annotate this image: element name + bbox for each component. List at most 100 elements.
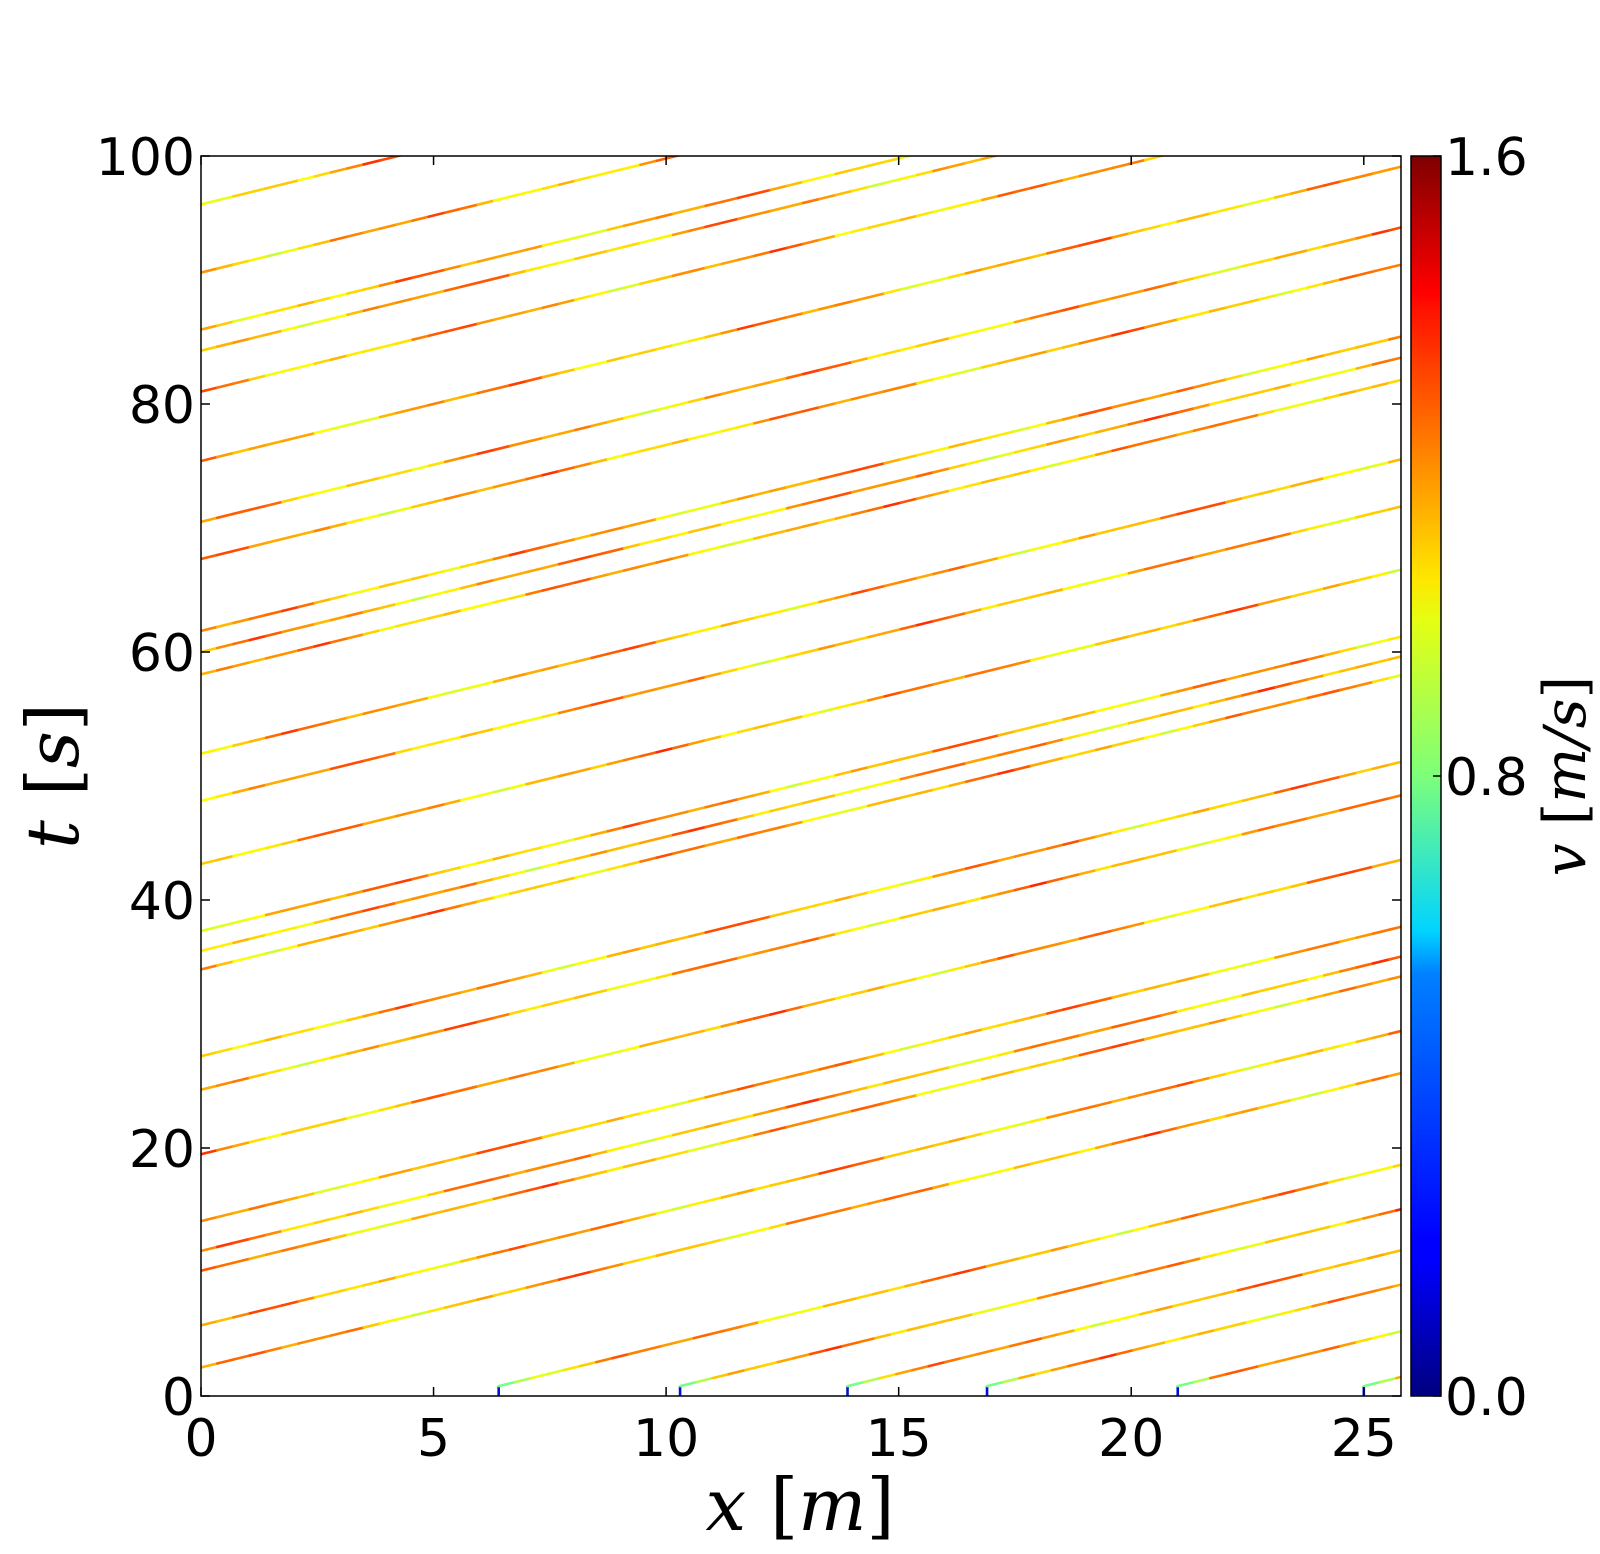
trajectory-segment bbox=[1046, 178, 1066, 186]
trajectory-segment bbox=[1111, 1138, 1131, 1146]
trajectory-segment bbox=[1029, 421, 1049, 429]
trajectory-segment bbox=[346, 350, 366, 357]
trajectory-segment bbox=[785, 409, 805, 417]
trajectory-segment bbox=[574, 1228, 593, 1235]
trajectory-segment bbox=[460, 605, 480, 612]
trajectory-segment bbox=[248, 1072, 268, 1080]
trajectory-segment bbox=[981, 1073, 1000, 1081]
trajectory-segment bbox=[362, 1205, 382, 1213]
trajectory-segment bbox=[753, 1129, 773, 1137]
trajectory-segment bbox=[867, 631, 887, 639]
trajectory-segment bbox=[476, 1081, 496, 1088]
trajectory-segment bbox=[1371, 508, 1391, 515]
trajectory-segment bbox=[1209, 678, 1228, 685]
trajectory-segment bbox=[1209, 547, 1228, 555]
trajectory-segment bbox=[883, 883, 903, 890]
trajectory-segment bbox=[378, 1040, 398, 1048]
trajectory-segment bbox=[201, 553, 219, 561]
trajectory-segment bbox=[1176, 314, 1196, 321]
trajectory-segment bbox=[313, 1217, 333, 1225]
trajectory-segment bbox=[692, 1332, 712, 1340]
trajectory-segment bbox=[525, 436, 545, 444]
trajectory-segment bbox=[671, 829, 691, 837]
trajectory-segment bbox=[1050, 1364, 1070, 1372]
trajectory-segment bbox=[1134, 1268, 1154, 1276]
trajectory-segment bbox=[769, 413, 789, 421]
x-axis-label: x [m] bbox=[705, 1463, 894, 1547]
trajectory-segment bbox=[622, 1216, 642, 1223]
trajectory-segment bbox=[1013, 447, 1033, 454]
trajectory-segment bbox=[1029, 741, 1049, 749]
trajectory-segment bbox=[232, 937, 252, 945]
trajectory-segment bbox=[1046, 346, 1066, 353]
trajectory-segment bbox=[606, 695, 626, 703]
trajectory-segment bbox=[1274, 252, 1293, 260]
trajectory-segment bbox=[1241, 413, 1261, 421]
trajectory-segment bbox=[1274, 405, 1293, 413]
trajectory-segment bbox=[1371, 266, 1391, 273]
trajectory-segment bbox=[395, 621, 414, 628]
trajectory-segment bbox=[606, 1116, 626, 1123]
trajectory-segment bbox=[932, 489, 952, 496]
trajectory-segment bbox=[639, 1108, 659, 1115]
trajectory-segment bbox=[574, 1173, 593, 1181]
trajectory-segment bbox=[574, 294, 593, 302]
trajectory-segment bbox=[1209, 1372, 1228, 1380]
trajectory-segment bbox=[1053, 1288, 1073, 1296]
trajectory-segment bbox=[915, 908, 935, 916]
trajectory-segment bbox=[329, 1019, 349, 1026]
trajectory-segment bbox=[1095, 929, 1114, 936]
trajectory-segment bbox=[362, 755, 382, 763]
trajectory-segment bbox=[639, 445, 659, 453]
trajectory-segment bbox=[1306, 692, 1326, 700]
trajectory-segment bbox=[411, 743, 431, 751]
trajectory-segment bbox=[1160, 433, 1180, 441]
trajectory-segment bbox=[476, 1016, 496, 1024]
trajectory-segment bbox=[932, 206, 952, 214]
trajectory-segment bbox=[1127, 823, 1147, 830]
trajectory-segment bbox=[639, 1041, 659, 1048]
trajectory-segment bbox=[476, 1252, 496, 1259]
trajectory-segment bbox=[411, 334, 431, 341]
trajectory-segment bbox=[1274, 1098, 1293, 1106]
trajectory-segment bbox=[492, 1173, 512, 1181]
trajectory-segment bbox=[1290, 358, 1310, 365]
trajectory-segment bbox=[281, 626, 300, 634]
trajectory-segment bbox=[997, 855, 1017, 862]
trajectory-segment bbox=[997, 768, 1017, 776]
trajectory-segment bbox=[688, 526, 707, 534]
trajectory-segment bbox=[1290, 658, 1310, 665]
trajectory-segment bbox=[329, 1183, 349, 1191]
trajectory-segment bbox=[378, 751, 398, 759]
trajectory-segment bbox=[671, 679, 691, 687]
trajectory-segment bbox=[1209, 208, 1228, 215]
trajectory-segment bbox=[769, 1180, 789, 1187]
trajectory-segment bbox=[1290, 286, 1310, 293]
trajectory-segment bbox=[964, 607, 984, 615]
trajectory-segment bbox=[1306, 812, 1326, 820]
trajectory-segment bbox=[460, 861, 480, 869]
trajectory-segment bbox=[232, 259, 252, 266]
trajectory-segment bbox=[915, 169, 935, 177]
trajectory-segment bbox=[1225, 302, 1245, 309]
trajectory-segment bbox=[1355, 981, 1375, 989]
trajectory-segment bbox=[215, 854, 235, 862]
trajectory-segment bbox=[867, 505, 887, 512]
trajectory-segment bbox=[1274, 1356, 1293, 1364]
trajectory-segment bbox=[688, 964, 707, 972]
trajectory-segment bbox=[1225, 799, 1245, 806]
trajectory-segment bbox=[834, 189, 854, 197]
trajectory-segment bbox=[1395, 1375, 1401, 1380]
trajectory-segment bbox=[922, 1320, 942, 1328]
trajectory-segment bbox=[606, 1262, 626, 1269]
trajectory-segment bbox=[1111, 402, 1131, 409]
trajectory-segment bbox=[606, 1145, 626, 1153]
trajectory-segment bbox=[802, 936, 821, 944]
trajectory-segment bbox=[362, 159, 382, 166]
trajectory-segment bbox=[1339, 771, 1359, 779]
trajectory-segment bbox=[460, 391, 480, 399]
trajectory-segment bbox=[443, 865, 463, 873]
trajectory-segment bbox=[215, 921, 235, 929]
trajectory-segment bbox=[899, 576, 919, 584]
trajectory-segment bbox=[378, 1318, 398, 1325]
